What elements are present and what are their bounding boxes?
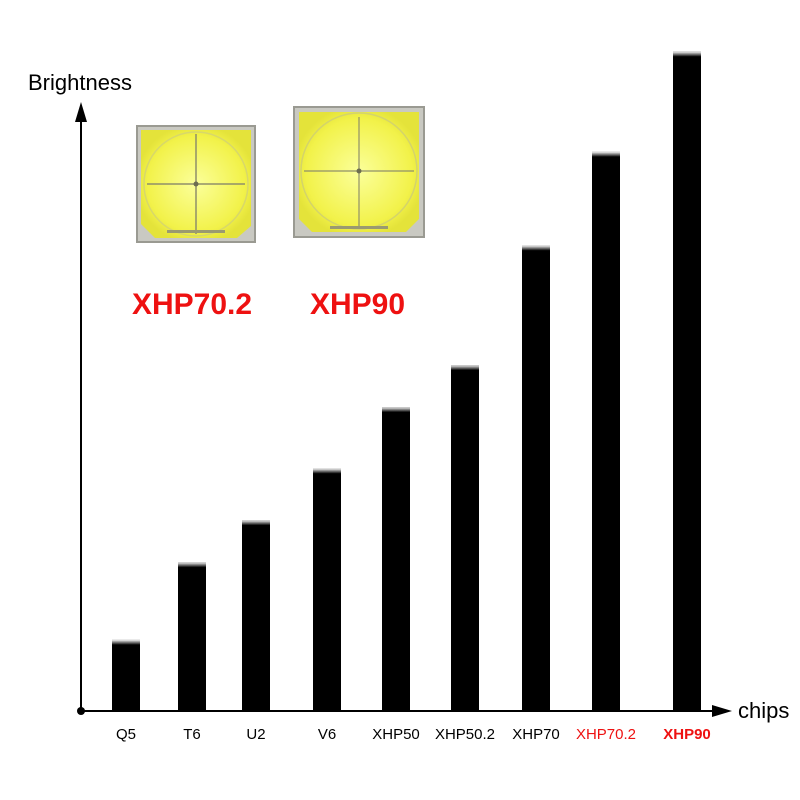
bar-xhp50-2: [451, 365, 479, 711]
bar-u2: [242, 520, 270, 711]
chip-title-xhp90: XHP90: [310, 288, 405, 321]
bars-group: [112, 51, 701, 712]
bar-highlight-xhp50: [382, 407, 410, 413]
x-tick-label-v6: V6: [318, 726, 336, 743]
x-tick-label-xhp90: XHP90: [663, 726, 711, 743]
led-chip-4-die-icon: [136, 125, 256, 243]
axis-origin-dot: [77, 707, 85, 715]
bar-highlight-q5: [112, 639, 140, 645]
x-tick-label-xhp50-2: XHP50.2: [435, 726, 495, 743]
bar-xhp70-2: [592, 151, 620, 712]
x-tick-label-q5: Q5: [116, 726, 136, 743]
x-tick-label-xhp50: XHP50: [372, 726, 420, 743]
x-tick-label-u2: U2: [246, 726, 265, 743]
x-tick-label-xhp70-2: XHP70.2: [576, 726, 636, 743]
bar-highlight-v6: [313, 468, 341, 474]
bar-xhp50: [382, 407, 410, 711]
bar-q5: [112, 639, 140, 711]
bar-highlight-xhp70: [522, 245, 550, 251]
x-tick-label-xhp70: XHP70: [512, 726, 560, 743]
bar-highlight-u2: [242, 520, 270, 526]
bar-highlight-xhp50-2: [451, 365, 479, 371]
bar-highlight-t6: [178, 562, 206, 568]
chip-title-xhp70-2: XHP70.2: [132, 288, 252, 321]
bar-t6: [178, 562, 206, 711]
bar-xhp90: [673, 51, 701, 711]
x-tick-label-t6: T6: [183, 726, 201, 743]
x-axis-arrow-icon: [712, 705, 732, 717]
bar-highlight-xhp70-2: [592, 151, 620, 157]
y-axis-label: Brightness: [28, 70, 132, 95]
bar-highlight-xhp90: [673, 51, 701, 57]
led-chip-dome-icon: [293, 106, 425, 238]
x-axis-label: chips: [738, 698, 789, 723]
y-axis-arrow-icon: [75, 102, 87, 122]
bar-xhp70: [522, 245, 550, 712]
x-tick-labels: Q5 T6 U2 V6 XHP50 XHP50.2 XHP70 XHP70.2 XHP90: [116, 726, 711, 743]
bar-v6: [313, 468, 341, 711]
